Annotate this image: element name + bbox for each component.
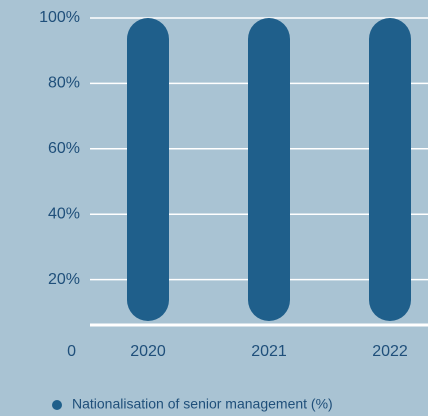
y-tick-label: 100%	[39, 9, 80, 26]
y-tick-label: 40%	[48, 205, 80, 222]
x-tick-label: 2021	[251, 343, 287, 360]
x-tick-label: 2020	[130, 343, 166, 360]
legend-label: Nationalisation of senior management (%)	[72, 396, 333, 412]
bar	[248, 18, 290, 321]
legend-marker	[52, 400, 62, 410]
y-tick-label: 0	[67, 343, 76, 360]
y-tick-label: 20%	[48, 271, 80, 288]
bar	[127, 18, 169, 321]
x-tick-label: 2022	[372, 343, 408, 360]
y-tick-label: 60%	[48, 140, 80, 157]
bar	[369, 18, 411, 321]
y-tick-label: 80%	[48, 75, 80, 92]
